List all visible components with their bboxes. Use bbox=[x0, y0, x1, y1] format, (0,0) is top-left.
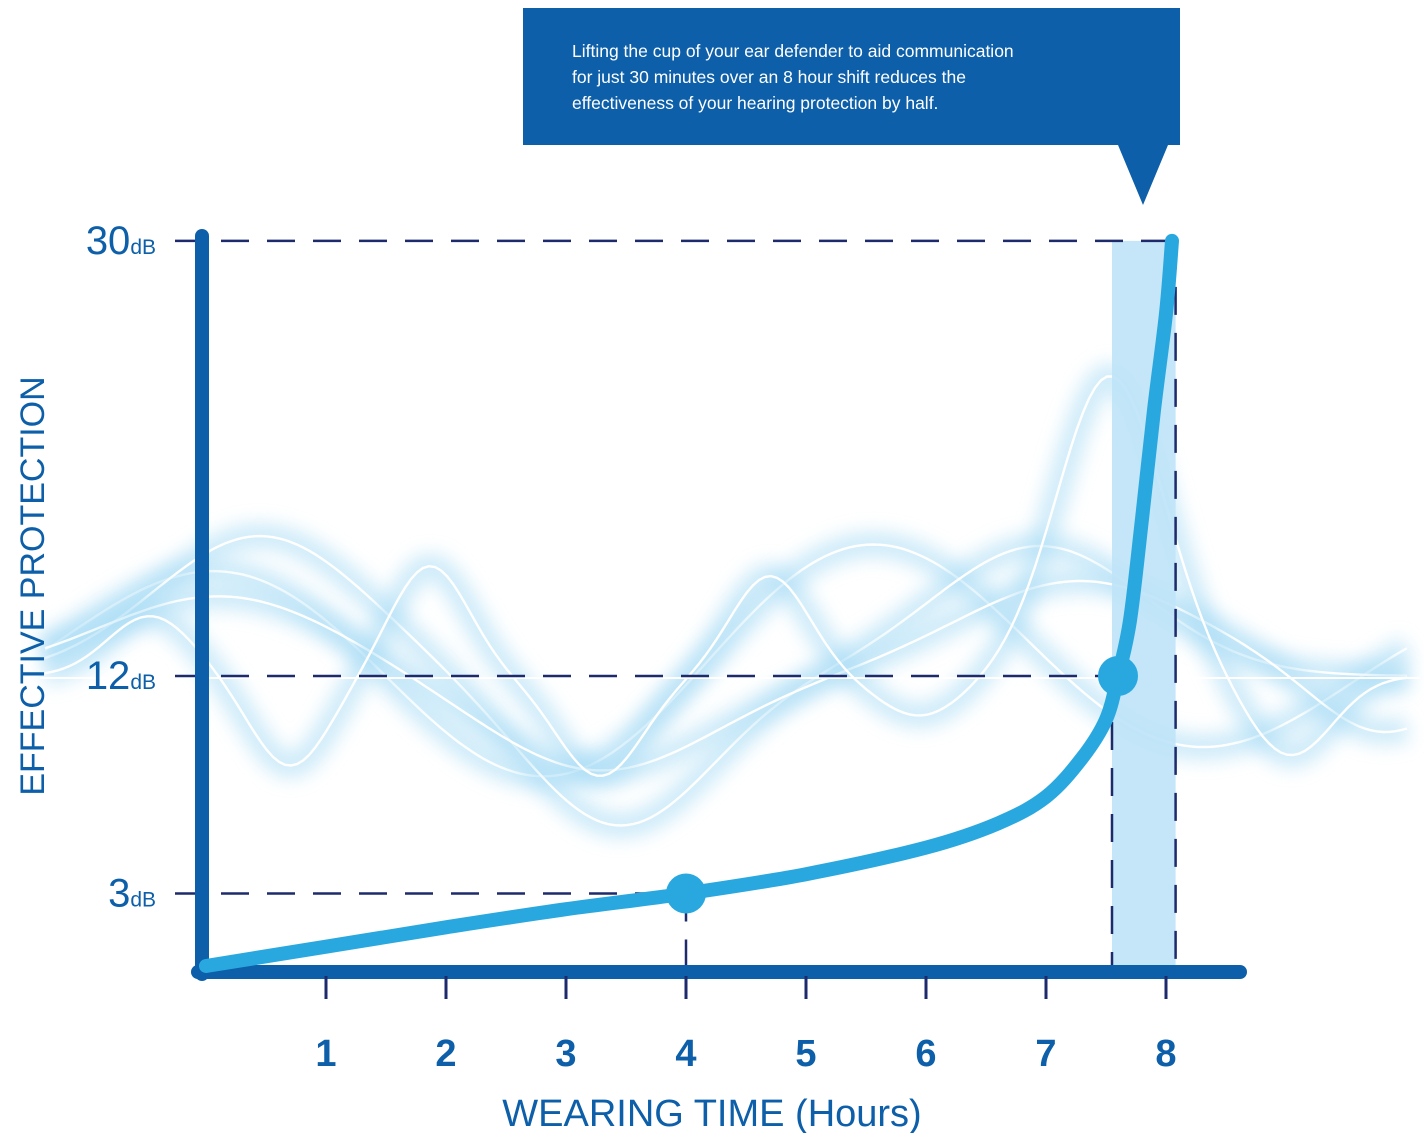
y-axis-title: EFFECTIVE PROTECTION bbox=[14, 376, 52, 795]
y-tick-unit: dB bbox=[130, 888, 156, 911]
x-ticks: 1 2 3 4 5 6 7 8 bbox=[315, 976, 1177, 1075]
y-tick-number: 12 bbox=[86, 654, 131, 698]
x-tick-label: 7 bbox=[1035, 1033, 1056, 1075]
callout-box bbox=[523, 8, 1180, 205]
x-tick-label: 6 bbox=[915, 1033, 936, 1075]
y-tick-unit: dB bbox=[130, 236, 156, 259]
x-tick-label: 5 bbox=[795, 1033, 816, 1075]
x-tick-label: 4 bbox=[675, 1033, 696, 1075]
sound-wave-decoration bbox=[37, 363, 1420, 839]
sound-wave-line bbox=[44, 579, 1408, 772]
axes bbox=[191, 229, 1247, 981]
x-tick-label: 2 bbox=[435, 1033, 456, 1075]
highlight-point bbox=[666, 873, 706, 914]
x-tick-label: 3 bbox=[555, 1033, 576, 1075]
y-tick-unit: dB bbox=[130, 671, 156, 694]
highlighted-points bbox=[666, 655, 1138, 914]
sound-wave-line bbox=[44, 375, 1408, 777]
x-tick-label: 8 bbox=[1155, 1033, 1176, 1075]
y-tick-number: 30 bbox=[86, 219, 131, 263]
y-tick-label: 12dB bbox=[86, 654, 156, 698]
protection-curve bbox=[199, 233, 1179, 973]
y-tick-label: 30dB bbox=[86, 219, 156, 263]
callout-line-3: effectiveness of your hearing protection… bbox=[572, 93, 938, 113]
y-tick-number: 3 bbox=[108, 871, 130, 915]
highlight-point bbox=[1098, 655, 1138, 696]
x-axis-title: WEARING TIME (Hours) bbox=[502, 1093, 921, 1133]
callout: Lifting the cup of your ear defender to … bbox=[523, 8, 1180, 205]
callout-line-2: for just 30 minutes over an 8 hour shift… bbox=[572, 67, 966, 87]
callout-line-1: Lifting the cup of your ear defender to … bbox=[572, 41, 1014, 61]
guide-lines bbox=[175, 239, 1177, 975]
y-tick-label: 3dB bbox=[108, 871, 156, 915]
x-tick-label: 1 bbox=[315, 1033, 336, 1075]
